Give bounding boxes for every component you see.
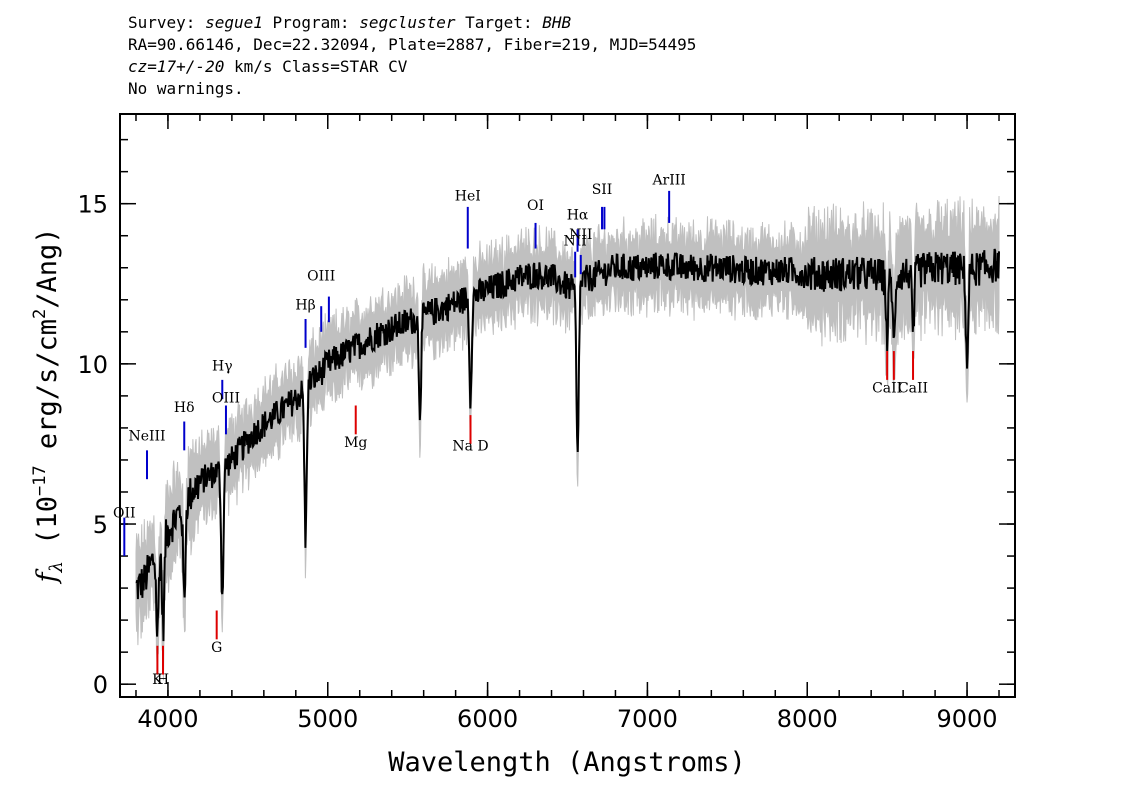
y-tick-label: 5	[93, 511, 108, 539]
flux-error-band	[135, 196, 1000, 681]
emission-line-label: Hα	[567, 208, 589, 224]
x-tick-label: 9000	[937, 705, 998, 733]
x-tick-label: 5000	[297, 705, 358, 733]
emission-line-label: NII	[564, 233, 587, 249]
emission-line-label: OIII	[307, 269, 335, 285]
x-tick-label: 8000	[777, 705, 838, 733]
target-label: Target:	[455, 13, 543, 32]
header-line-redshift: cz=17+/-20 km/s Class=STAR CV	[128, 56, 696, 78]
y-axis-title: fλ (10−17 erg/s/cm2/Ang)	[30, 227, 67, 584]
absorption-line-label: H	[157, 672, 169, 688]
y-tick-label: 15	[77, 191, 108, 219]
header-line-coordinates: RA=90.66146, Dec=22.32094, Plate=2887, F…	[128, 35, 697, 54]
emission-line-label: OIII	[212, 390, 240, 406]
emission-line-label: ArIII	[651, 172, 685, 188]
spectrum-header: Survey: segue1 Program: segcluster Targe…	[128, 12, 696, 100]
absorption-line-label: Na D	[452, 438, 488, 454]
x-axis-title: Wavelength (Angstroms)	[388, 747, 746, 778]
emission-line-label: HeI	[455, 188, 481, 204]
survey-label: Survey:	[128, 13, 206, 32]
program-label: Program:	[262, 13, 360, 32]
x-tick-label: 4000	[137, 705, 198, 733]
x-tick-label: 6000	[457, 705, 518, 733]
target-value: BHB	[542, 13, 572, 32]
emission-line-label: OII	[113, 506, 136, 522]
plot-area	[135, 196, 1001, 681]
header-line-survey: Survey: segue1 Program: segcluster Targe…	[128, 12, 696, 34]
absorption-line-label: K	[152, 672, 163, 688]
spectral-line-markers: OII NeIII Hδ Hγ OIII Hβ OIII HeI OI NII Hα NII SII Ar…	[113, 172, 928, 688]
header-line-warnings: No warnings.	[128, 79, 244, 98]
class-text: km/s Class=STAR CV	[224, 57, 408, 76]
program-value: segcluster	[359, 13, 456, 32]
emission-line-label: Hβ	[295, 297, 315, 313]
absorption-line-label: G	[211, 640, 222, 656]
axis-ticks: 4000 5000 6000 7000 8000 9000 0 5 10 15	[77, 114, 1015, 733]
emission-line-label: Hδ	[174, 400, 195, 416]
emission-line-label: Hγ	[212, 358, 233, 374]
emission-line-label: OI	[527, 198, 544, 214]
absorption-line-label: CaII	[898, 381, 928, 397]
y-tick-label: 0	[93, 671, 108, 699]
flux-line	[135, 248, 1001, 642]
absorption-line-label: Mg	[344, 435, 367, 451]
redshift-value: cz=17+/-20	[128, 57, 225, 76]
emission-line-label: SII	[592, 182, 613, 198]
plot-frame	[119, 113, 1016, 698]
y-tick-label: 10	[77, 351, 108, 379]
absorption-line-label: CaII	[872, 381, 902, 397]
x-tick-label: 7000	[617, 705, 678, 733]
emission-line-label: NeIII	[128, 429, 165, 445]
emission-line-label: NII	[569, 227, 592, 243]
survey-value: segue1	[205, 13, 263, 32]
